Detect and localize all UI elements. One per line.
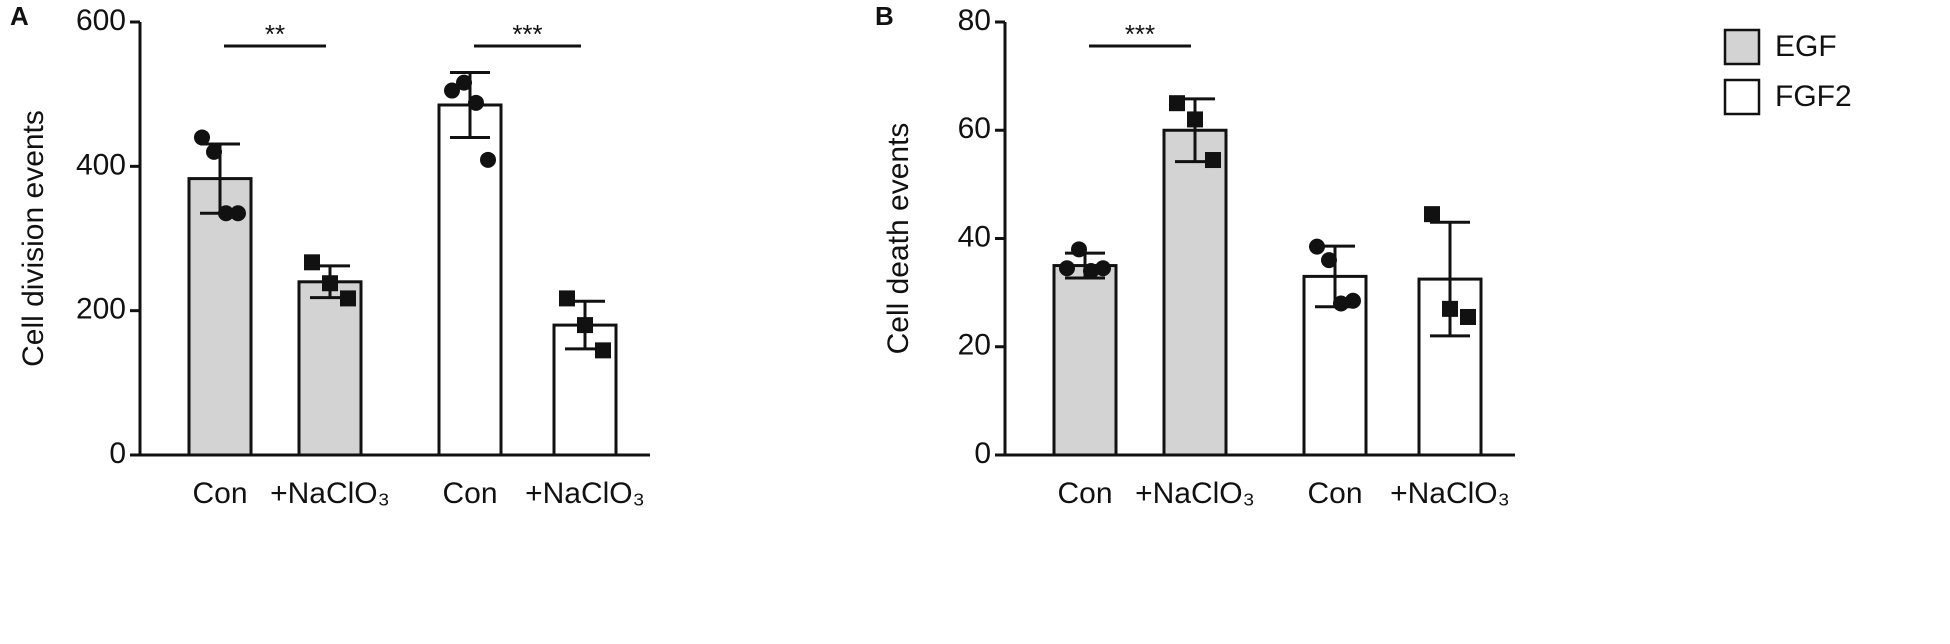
data-point — [304, 254, 320, 271]
data-point — [340, 290, 356, 307]
y-axis-label: Cell death events — [882, 123, 915, 355]
data-point — [1442, 300, 1458, 317]
significance-label: *** — [1125, 19, 1155, 49]
data-point — [194, 129, 210, 146]
data-point — [1187, 111, 1203, 128]
data-point — [322, 275, 338, 292]
legend-label: EGF — [1775, 30, 1837, 63]
data-point — [1095, 260, 1111, 277]
y-tick-label: 200 — [76, 293, 126, 326]
data-point — [559, 290, 575, 307]
data-point — [230, 205, 246, 222]
y-tick-label: 600 — [76, 4, 126, 37]
y-tick-label: 0 — [974, 437, 991, 470]
legend-swatch — [1723, 78, 1761, 116]
data-point — [1059, 260, 1075, 277]
data-point — [444, 82, 460, 99]
x-tick-label: Con — [442, 477, 497, 510]
x-tick-label: Con — [192, 477, 247, 510]
panel-label: B — [875, 1, 894, 31]
y-tick-label: 40 — [958, 220, 991, 253]
data-point — [1083, 262, 1099, 279]
panel-label: A — [10, 1, 29, 31]
x-tick-label: +NaClO₃ — [525, 477, 645, 510]
data-point — [468, 94, 484, 111]
data-point — [1333, 295, 1349, 312]
data-point — [206, 143, 222, 160]
legend-label: FGF2 — [1775, 80, 1852, 113]
data-point — [595, 342, 611, 359]
data-point — [456, 74, 472, 91]
data-point — [1205, 152, 1221, 169]
legend-swatch — [1723, 28, 1761, 66]
significance-label: *** — [512, 19, 542, 49]
x-tick-label: +NaClO₃ — [1135, 477, 1255, 510]
data-point — [1309, 238, 1325, 255]
data-point — [1345, 292, 1361, 309]
data-point — [1071, 241, 1087, 258]
data-point — [1321, 252, 1337, 269]
x-tick-label: Con — [1057, 477, 1112, 510]
data-point — [1460, 308, 1476, 325]
x-tick-label: +NaClO₃ — [1390, 477, 1510, 510]
data-point — [1169, 95, 1185, 112]
bar — [1052, 264, 1118, 457]
y-tick-label: 80 — [958, 4, 991, 37]
y-tick-label: 400 — [76, 148, 126, 181]
data-point — [218, 205, 234, 222]
data-point — [480, 151, 496, 168]
y-axis-label: Cell division events — [17, 110, 50, 367]
bar — [297, 280, 363, 457]
y-tick-label: 20 — [958, 329, 991, 362]
y-tick-label: 60 — [958, 112, 991, 145]
y-tick-label: 0 — [109, 437, 126, 470]
x-tick-label: Con — [1307, 477, 1362, 510]
significance-label: ** — [265, 19, 285, 49]
data-point — [1424, 206, 1440, 223]
bar — [1162, 128, 1228, 457]
x-tick-label: +NaClO₃ — [270, 477, 390, 510]
data-point — [577, 317, 593, 334]
